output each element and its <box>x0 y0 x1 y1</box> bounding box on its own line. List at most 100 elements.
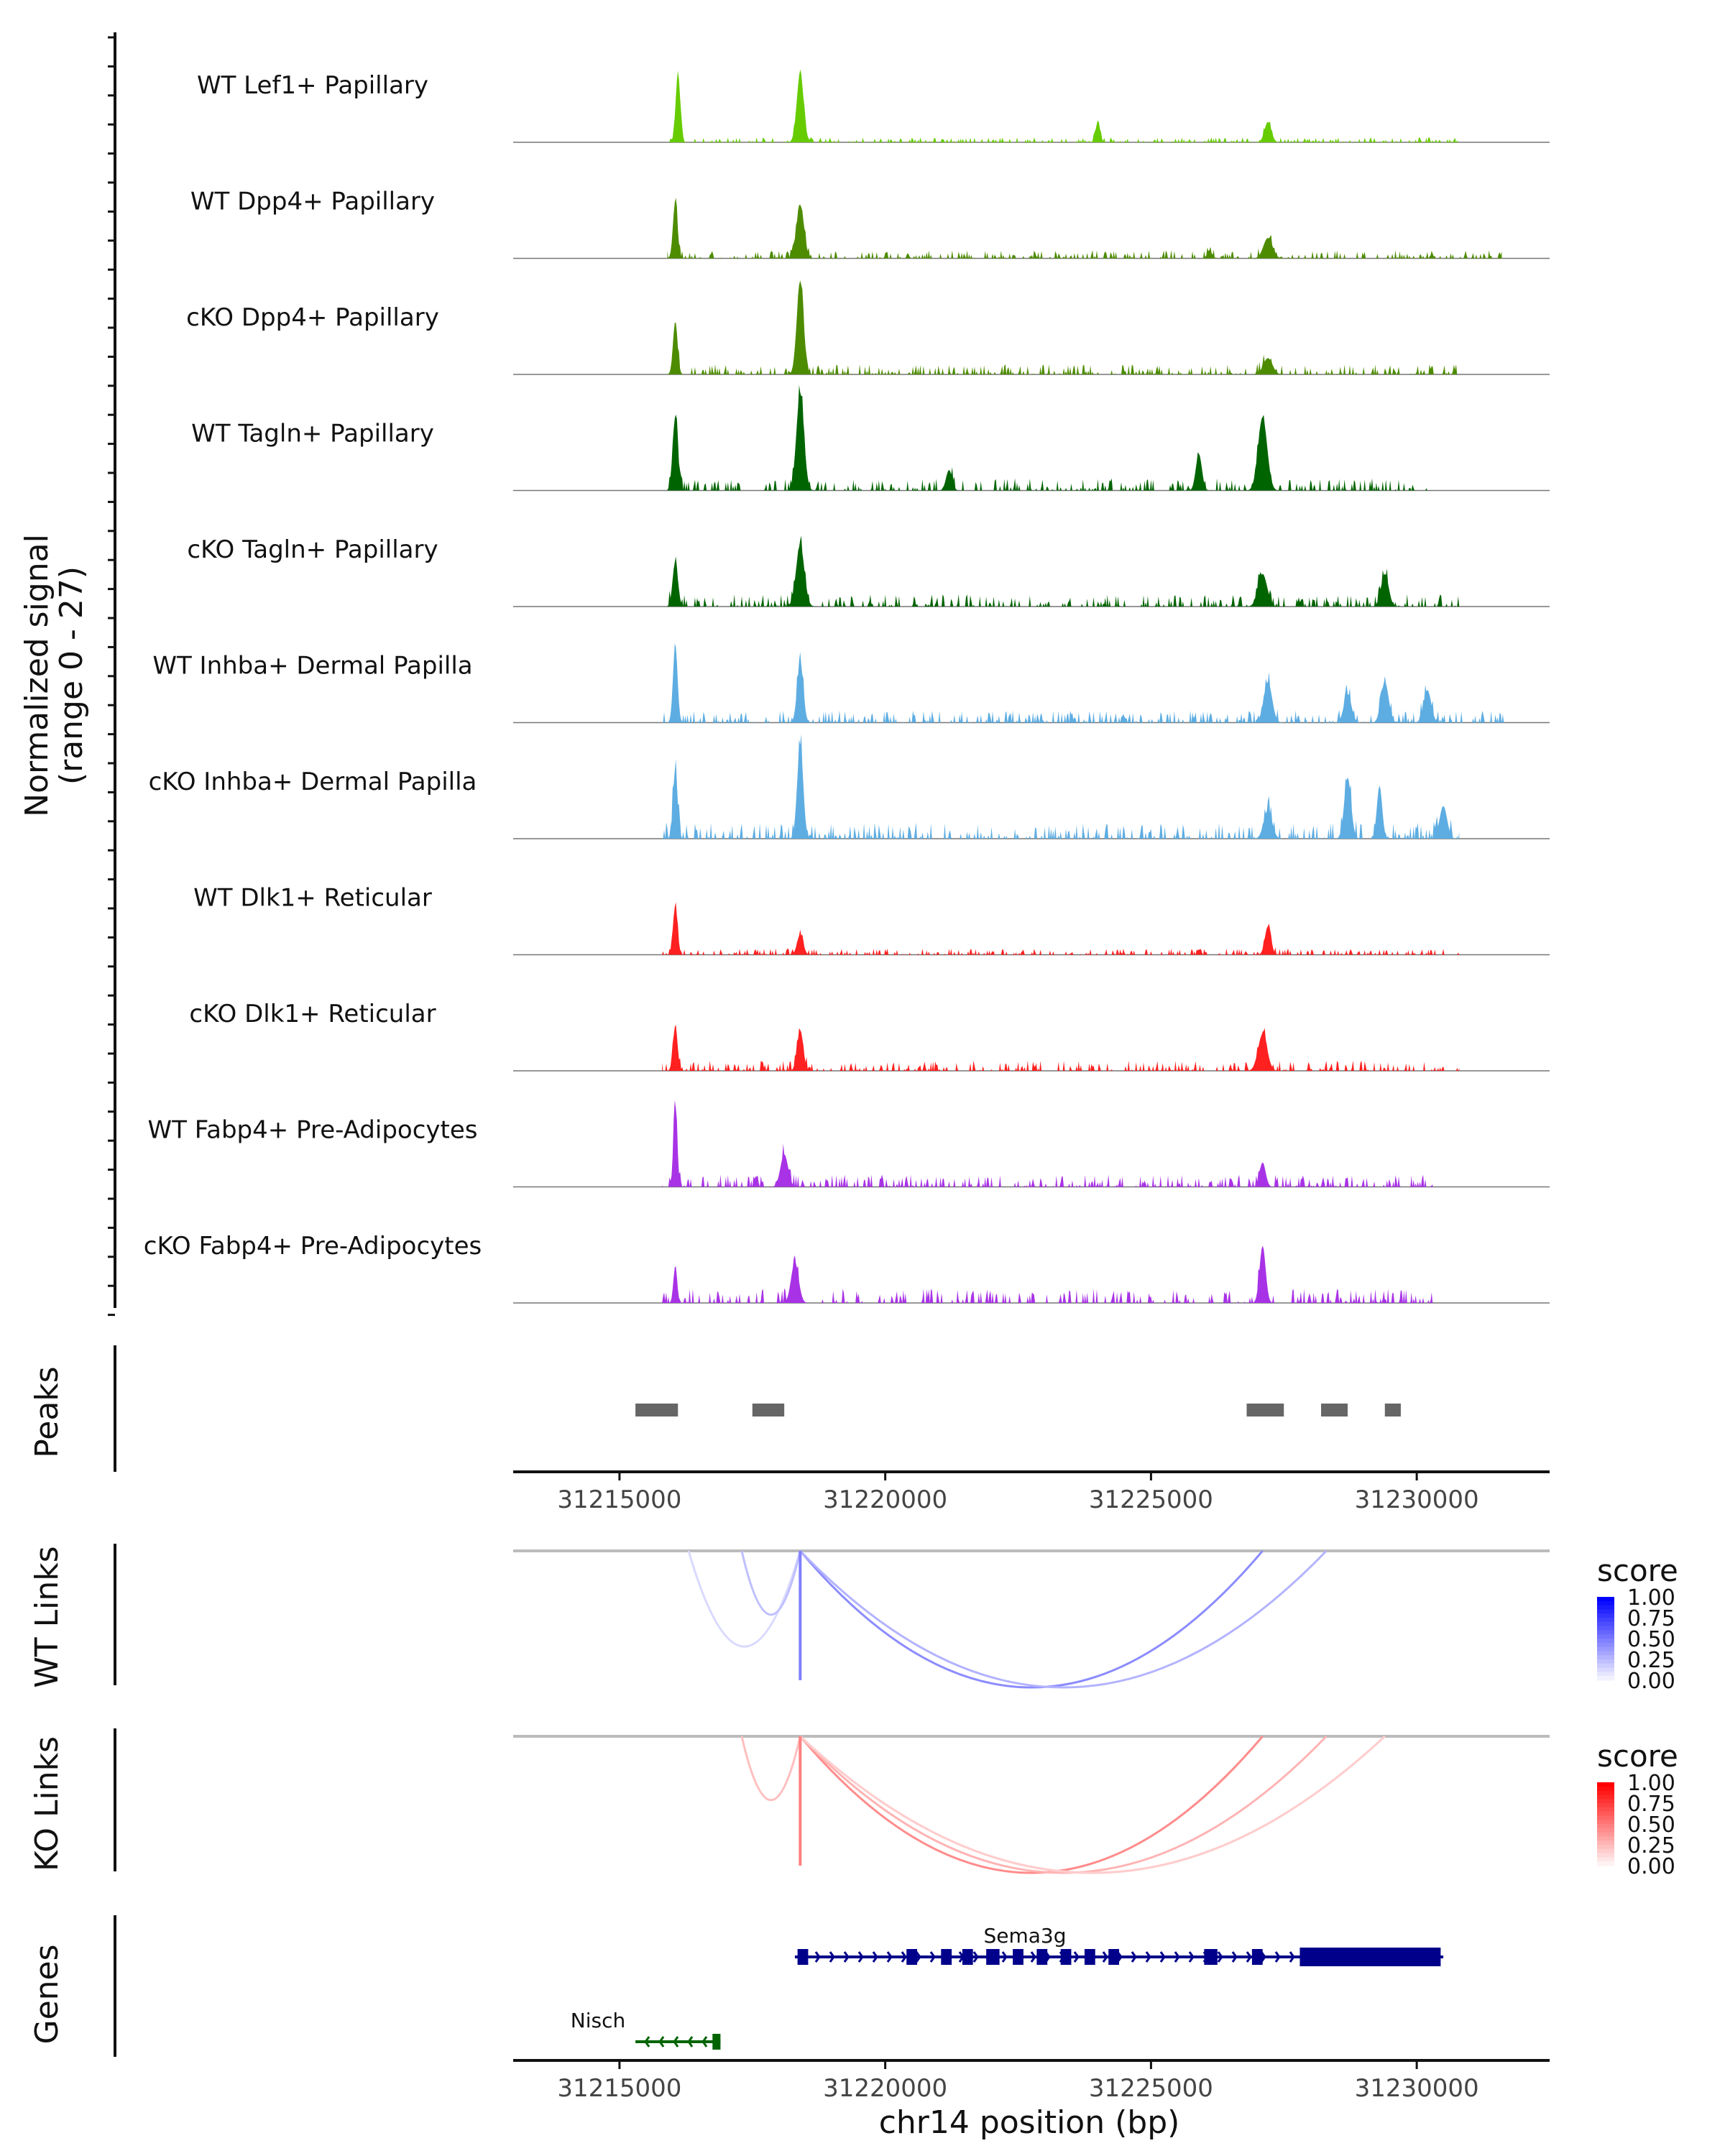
legend-colorbar-segment <box>1597 1600 1614 1606</box>
strand-arrow <box>644 2036 650 2047</box>
strand-arrow <box>673 2036 679 2047</box>
legend-colorbar-segment <box>1597 1786 1614 1792</box>
legend-colorbar-segment <box>1597 1841 1614 1846</box>
legend-colorbar-segment <box>1597 1609 1614 1614</box>
link-arc <box>799 1735 1328 1874</box>
legend-tick-label: 0.25 <box>1627 1833 1675 1858</box>
strand-arrow <box>972 1951 979 1963</box>
peak-region <box>1246 1404 1284 1416</box>
gene-name-label: Sema3g <box>983 1924 1066 1948</box>
gene-exon <box>712 2034 721 2050</box>
legend-colorbar-segment <box>1597 1597 1614 1602</box>
wt-links-panel: 1.000.750.500.250.00 <box>114 1544 1675 1694</box>
legend-colorbar-segment <box>1597 1639 1614 1644</box>
gene-exon <box>941 1949 952 1965</box>
gene-exon <box>1060 1949 1072 1965</box>
coverage-area <box>662 643 1507 723</box>
gene-exon <box>1108 1949 1120 1965</box>
legend-colorbar-segment <box>1597 1828 1614 1833</box>
link-arc <box>799 1550 1264 1689</box>
link-arc <box>740 1550 801 1616</box>
track-label: WT Fabp4+ Pre-Adipocytes <box>148 1116 478 1145</box>
gene-exon <box>962 1949 973 1965</box>
legend-colorbar-segment <box>1597 1626 1614 1631</box>
x-tick-label: 31220000 <box>823 2074 947 2103</box>
legend-tick-label: 0.00 <box>1627 1854 1675 1879</box>
legend-colorbar-segment <box>1597 1857 1614 1862</box>
ko-links-panel: 1.000.750.500.250.00 <box>114 1728 1675 1879</box>
track-label: cKO Tagln+ Papillary <box>187 535 438 564</box>
legend-colorbar-segment <box>1597 1621 1614 1627</box>
ko-links-label: KO Links <box>29 1736 65 1871</box>
coverage-area <box>662 1024 1460 1071</box>
link-arc <box>799 1736 1264 1874</box>
strand-arrow <box>1030 1951 1036 1963</box>
gene-exon <box>1036 1949 1048 1965</box>
strand-arrow <box>901 1951 907 1963</box>
legend-colorbar-segment <box>1597 1799 1614 1804</box>
x-tick-label: 31220000 <box>823 1485 947 1514</box>
link-arc <box>687 1550 801 1648</box>
legend-colorbar-segment <box>1597 1820 1614 1825</box>
gene-exon <box>1251 1949 1263 1965</box>
x-axis-bottom: 31215000 31220000 31225000 31230000 <box>513 2059 1550 2103</box>
strand-arrow <box>814 1951 821 1963</box>
strand-arrow <box>1289 1951 1295 1963</box>
strand-arrow <box>872 1951 878 1963</box>
legend-colorbar-segment <box>1597 1815 1614 1820</box>
strand-arrow <box>857 1951 864 1963</box>
strand-arrow <box>1246 1951 1252 1963</box>
gene-exon <box>1013 1949 1024 1965</box>
legend-colorbar-segment <box>1597 1618 1614 1623</box>
coverage-area <box>662 1245 1433 1303</box>
strand-arrow <box>702 2036 708 2047</box>
strand-arrow <box>1174 1951 1180 1963</box>
strand-arrow <box>658 2036 665 2047</box>
legend-colorbar-segment <box>1597 1811 1614 1816</box>
legend-tick-label: 0.50 <box>1627 1627 1675 1652</box>
legend-colorbar-segment <box>1597 1861 1614 1866</box>
peaks-panel <box>114 1345 1401 1472</box>
x-tick-label: 31225000 <box>1089 1485 1213 1514</box>
gene-exon <box>1204 1949 1218 1965</box>
coverage-y-label-line1: Normalized signal <box>19 534 55 817</box>
legend-colorbar-segment <box>1597 1795 1614 1800</box>
legend-colorbar-segment <box>1597 1646 1614 1651</box>
genes-panel: Sema3g Nisch <box>114 1915 1444 2057</box>
strand-arrow <box>1001 1951 1008 1963</box>
legend-colorbar-segment <box>1597 1663 1614 1669</box>
strand-arrow <box>886 1951 893 1963</box>
legend-colorbar-segment <box>1597 1807 1614 1812</box>
legend-tick-label: 0.25 <box>1627 1648 1675 1673</box>
peak-region <box>635 1404 678 1416</box>
legend-tick-label: 0.50 <box>1627 1812 1675 1838</box>
legend-tick-label: 0.75 <box>1627 1606 1675 1631</box>
gene-exon <box>906 1949 918 1965</box>
peak-region <box>752 1404 785 1416</box>
legend-colorbar-segment <box>1597 1832 1614 1837</box>
track-label: cKO Inhba+ Dermal Papilla <box>149 768 477 796</box>
strand-arrow <box>1073 1951 1080 1963</box>
strand-arrow <box>1217 1951 1223 1963</box>
legend-colorbar-segment <box>1597 1651 1614 1656</box>
track-label: cKO Fabp4+ Pre-Adipocytes <box>144 1232 482 1261</box>
track-label: WT Lef1+ Papillary <box>197 71 428 100</box>
link-arc <box>799 1735 1386 1874</box>
coverage-area <box>662 902 1460 955</box>
track-label: WT Inhba+ Dermal Papilla <box>152 652 472 681</box>
strand-arrow <box>1188 1951 1195 1963</box>
link-arc <box>740 1736 801 1801</box>
link-arc <box>799 1549 1328 1689</box>
track-label: cKO Dpp4+ Papillary <box>186 303 439 332</box>
legend-colorbar-segment <box>1597 1655 1614 1660</box>
track-label: WT Dpp4+ Papillary <box>190 188 435 216</box>
strand-arrow <box>843 1951 850 1963</box>
legend-colorbar-segment <box>1597 1845 1614 1850</box>
strand-arrow <box>829 1951 835 1963</box>
strand-arrow <box>1159 1951 1166 1963</box>
coverage-y-label-line2: (range 0 - 27) <box>53 566 90 785</box>
track-label: cKO Dlk1+ Reticular <box>189 1000 436 1028</box>
gene-exon <box>1300 1948 1441 1966</box>
legend-colorbar-segment <box>1597 1676 1614 1681</box>
gene-exon <box>797 1949 809 1965</box>
